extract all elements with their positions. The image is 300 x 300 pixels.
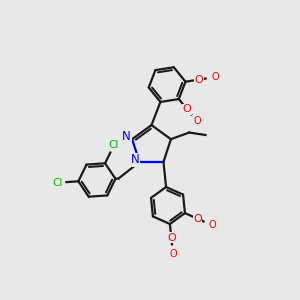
Text: O: O [183,104,191,114]
Text: O: O [208,220,216,230]
Text: O: O [193,214,202,224]
Text: O: O [167,233,176,243]
Text: O: O [169,249,177,259]
Text: N: N [130,153,140,167]
Text: O: O [211,72,219,82]
Text: Cl: Cl [109,140,119,150]
Text: Cl: Cl [52,178,63,188]
Text: O: O [195,75,203,85]
Text: O: O [193,116,201,127]
Text: N: N [122,130,131,143]
